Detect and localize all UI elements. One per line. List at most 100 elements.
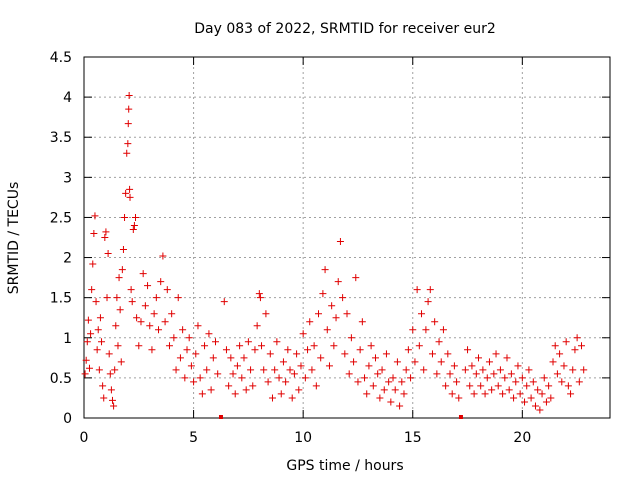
data-point (231, 390, 239, 398)
data-point (341, 350, 349, 358)
data-point (266, 350, 274, 358)
data-point (85, 364, 93, 372)
data-point (499, 390, 507, 398)
data-point (453, 378, 461, 386)
plot-frame (83, 56, 611, 419)
data-point (477, 382, 485, 390)
data-point (464, 346, 472, 354)
data-point (317, 354, 325, 362)
data-point (328, 302, 336, 310)
data-point (135, 342, 143, 350)
y-tick-label: 1 (63, 331, 72, 347)
data-point (207, 386, 215, 394)
data-point (358, 318, 366, 326)
data-point (107, 386, 115, 394)
data-point (229, 370, 237, 378)
data-point (558, 378, 566, 386)
data-point (236, 342, 244, 350)
data-point (393, 358, 401, 366)
data-point (293, 350, 301, 358)
data-point (385, 378, 393, 386)
data-point (325, 362, 333, 370)
data-point (196, 374, 204, 382)
data-point (446, 370, 454, 378)
grid (84, 57, 610, 418)
data-point (163, 286, 171, 294)
y-tick-label: 2 (63, 251, 72, 267)
data-point (402, 366, 410, 374)
data-point (398, 378, 406, 386)
data-point (194, 322, 202, 330)
data-point (411, 358, 419, 366)
gap-marker (218, 415, 223, 419)
data-point (523, 382, 531, 390)
data-point (490, 370, 498, 378)
data-point (428, 350, 436, 358)
data-point (494, 382, 502, 390)
data-point (400, 390, 408, 398)
data-point (129, 225, 137, 233)
data-point (433, 370, 441, 378)
data-point (312, 382, 320, 390)
data-point (415, 342, 423, 350)
data-point (286, 366, 294, 374)
data-point (249, 382, 257, 390)
data-point (468, 362, 476, 370)
data-point (170, 334, 178, 342)
data-point (485, 358, 493, 366)
data-point (437, 358, 445, 366)
data-point (88, 286, 96, 294)
data-point (404, 346, 412, 354)
data-point (203, 366, 211, 374)
data-point (103, 294, 111, 302)
x-tick-label: 10 (294, 430, 312, 446)
data-point (371, 354, 379, 362)
data-point (290, 370, 298, 378)
data-point (130, 221, 138, 229)
data-point (282, 378, 290, 386)
data-point (181, 374, 189, 382)
data-points (81, 92, 588, 414)
data-point (242, 386, 250, 394)
data-point (233, 362, 241, 370)
data-point (94, 326, 102, 334)
data-point (461, 366, 469, 374)
data-point (374, 370, 382, 378)
data-point (273, 338, 281, 346)
data-point (540, 374, 548, 382)
data-point (115, 274, 123, 282)
data-point (155, 326, 163, 334)
x-tick-label: 0 (80, 430, 89, 446)
data-point (212, 338, 219, 346)
data-point (378, 366, 386, 374)
data-point (124, 140, 132, 148)
data-point (435, 338, 443, 346)
data-point (244, 338, 252, 346)
data-point (209, 354, 217, 362)
data-point (126, 185, 134, 193)
data-point (174, 294, 182, 302)
data-point (420, 366, 428, 374)
data-point (422, 326, 430, 334)
data-point (431, 318, 439, 326)
data-point (304, 346, 312, 354)
data-point (330, 342, 338, 350)
data-point (396, 402, 404, 410)
data-point (106, 370, 114, 378)
data-point (133, 314, 141, 322)
data-point (82, 356, 90, 364)
data-point (110, 402, 118, 410)
data-point (148, 346, 156, 354)
x-tick-label: 20 (513, 430, 531, 446)
data-point (144, 282, 152, 290)
data-point (225, 382, 233, 390)
data-point (91, 212, 99, 220)
data-point (172, 366, 180, 374)
data-point (118, 266, 126, 274)
data-point (336, 238, 344, 246)
data-point (255, 290, 263, 298)
data-point (564, 382, 572, 390)
y-tick-label: 4 (63, 90, 72, 106)
data-point (319, 290, 327, 298)
data-point (529, 378, 537, 386)
